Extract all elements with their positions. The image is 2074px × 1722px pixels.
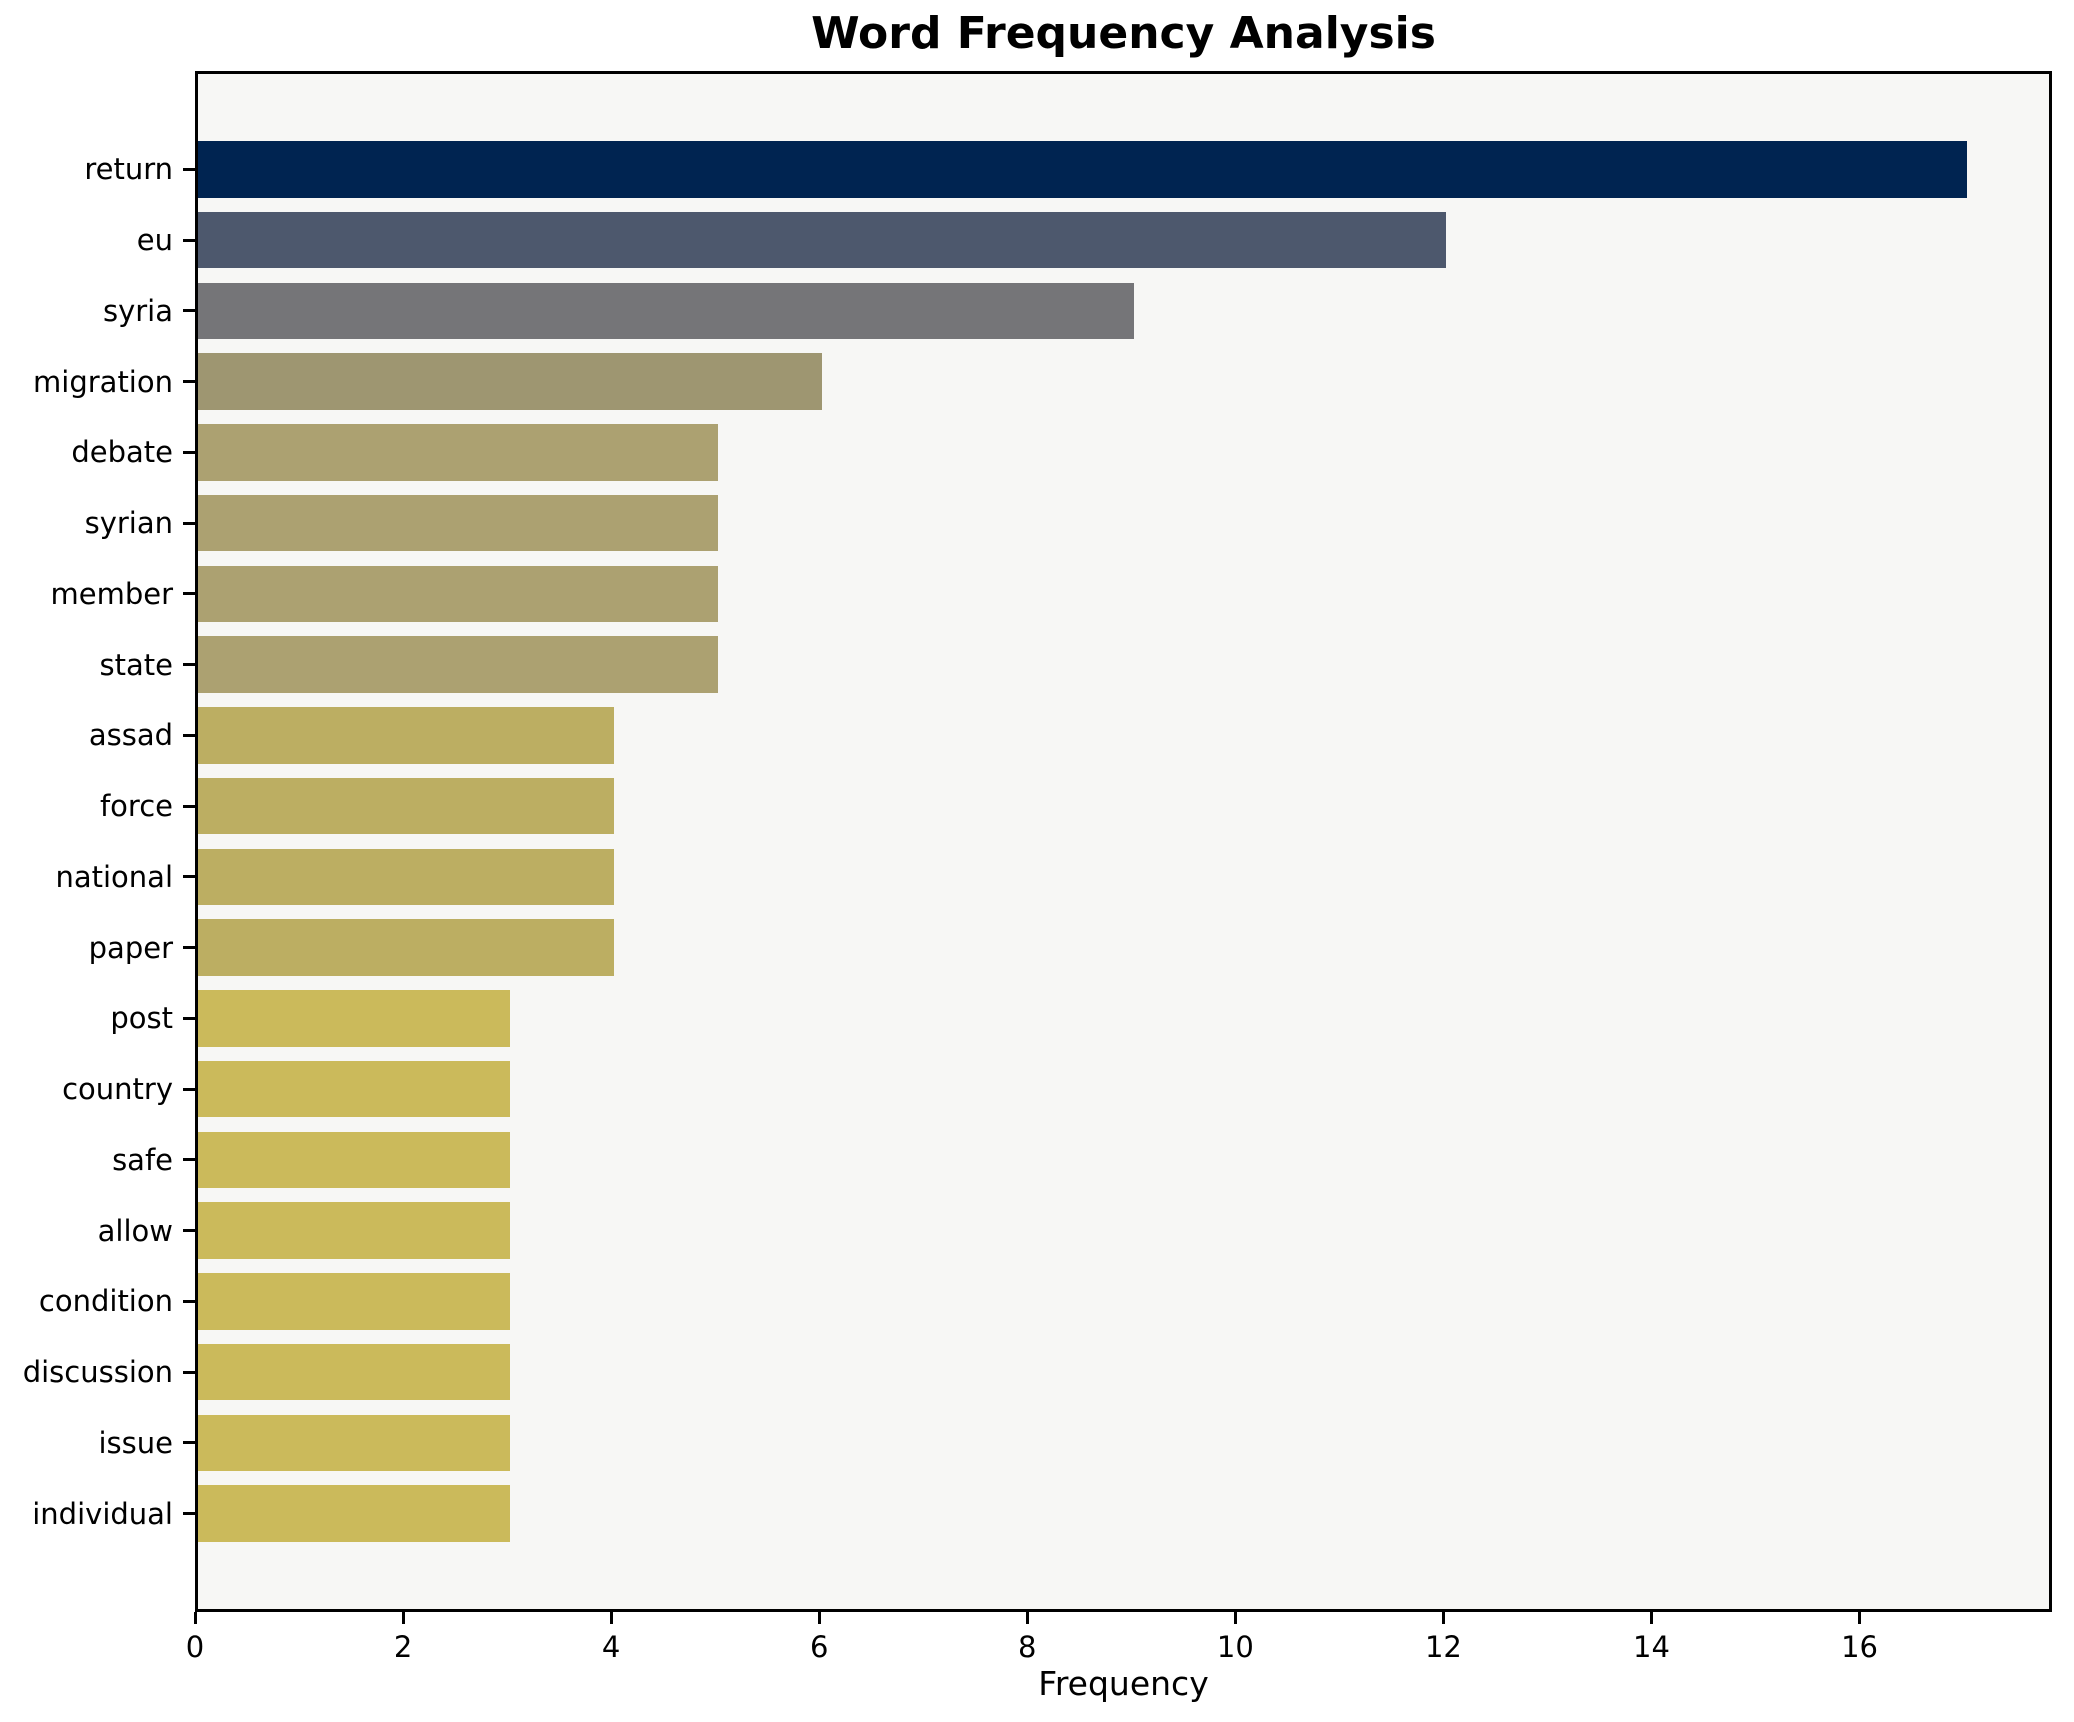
y-axis-tick — [183, 1229, 195, 1233]
x-tick-label-2: 2 — [393, 1630, 413, 1664]
y-tick-label-safe: safe — [112, 1142, 173, 1177]
x-tick-label-8: 8 — [1018, 1630, 1037, 1664]
x-axis-tick — [1025, 1612, 1029, 1624]
y-axis-tick — [183, 238, 195, 242]
chart-title: Word Frequency Analysis — [811, 8, 1436, 59]
y-axis-tick — [183, 1299, 195, 1303]
bar-return — [198, 141, 1967, 198]
x-axis-tick — [1858, 1612, 1862, 1624]
bar-syria — [198, 282, 1135, 340]
x-tick-label-0: 0 — [185, 1630, 205, 1664]
y-tick-label-member: member — [50, 576, 173, 611]
bar-syrian — [198, 494, 719, 552]
bar-allow — [198, 1202, 511, 1259]
bar-force — [198, 777, 615, 835]
bar-individual — [198, 1485, 511, 1542]
y-axis-tick — [183, 521, 195, 525]
x-axis-tick — [1441, 1612, 1445, 1624]
y-tick-label-eu: eu — [136, 223, 173, 258]
x-axis-tick — [401, 1612, 405, 1624]
y-axis-tick — [183, 309, 195, 313]
y-axis-tick — [183, 1158, 195, 1162]
bar-discussion — [198, 1343, 511, 1401]
y-axis-tick — [183, 875, 195, 879]
bar-eu — [198, 211, 1447, 269]
y-tick-label-allow: allow — [97, 1213, 173, 1248]
y-tick-label-issue: issue — [98, 1425, 174, 1460]
x-axis-tick — [609, 1612, 613, 1624]
plot-area — [195, 71, 2052, 1612]
y-tick-label-discussion: discussion — [22, 1355, 173, 1390]
bar-debate — [198, 424, 719, 481]
y-axis-tick — [183, 1016, 195, 1020]
bar-paper — [198, 919, 615, 976]
bar-member — [198, 565, 719, 623]
y-tick-label-return: return — [84, 152, 173, 187]
y-tick-label-force: force — [99, 789, 173, 824]
bar-condition — [198, 1273, 511, 1330]
y-axis-tick — [183, 1512, 195, 1516]
bar-safe — [198, 1131, 511, 1189]
y-tick-label-country: country — [62, 1072, 173, 1107]
x-axis-tick — [1649, 1612, 1653, 1624]
y-axis-tick — [183, 1441, 195, 1445]
y-axis-tick — [183, 733, 195, 737]
x-axis-tick — [193, 1612, 197, 1624]
bar-national — [198, 848, 615, 906]
y-axis-tick — [183, 663, 195, 667]
y-tick-label-paper: paper — [88, 930, 173, 965]
x-axis-label: Frequency — [1038, 1664, 1209, 1703]
x-axis-tick — [1233, 1612, 1237, 1624]
y-axis-tick — [183, 804, 195, 808]
y-tick-label-migration: migration — [33, 364, 173, 399]
y-axis-tick — [183, 380, 195, 384]
y-tick-label-assad: assad — [88, 718, 173, 753]
y-tick-label-post: post — [110, 1001, 173, 1036]
y-axis-tick — [183, 592, 195, 596]
y-tick-label-syrian: syrian — [84, 506, 173, 541]
x-axis-tick — [817, 1612, 821, 1624]
bar-post — [198, 990, 511, 1047]
y-tick-label-individual: individual — [32, 1496, 173, 1531]
y-tick-label-condition: condition — [38, 1284, 173, 1319]
x-tick-label-4: 4 — [601, 1630, 621, 1664]
x-tick-label-6: 6 — [809, 1630, 829, 1664]
x-tick-label-12: 12 — [1424, 1630, 1462, 1664]
y-axis-tick — [183, 946, 195, 950]
y-axis-tick — [183, 450, 195, 454]
x-tick-label-16: 16 — [1841, 1630, 1878, 1664]
x-tick-label-14: 14 — [1633, 1630, 1670, 1664]
y-tick-label-state: state — [99, 647, 173, 682]
y-axis-tick — [183, 167, 195, 171]
bar-issue — [198, 1414, 511, 1472]
bar-country — [198, 1060, 511, 1118]
x-tick-label-10: 10 — [1216, 1630, 1254, 1664]
bar-migration — [198, 353, 823, 410]
y-axis-tick — [183, 1087, 195, 1091]
bar-state — [198, 636, 719, 693]
y-axis-tick — [183, 1370, 195, 1374]
bar-assad — [198, 707, 615, 764]
y-tick-label-debate: debate — [71, 435, 173, 470]
y-tick-label-national: national — [55, 859, 173, 894]
y-tick-label-syria: syria — [102, 293, 173, 328]
